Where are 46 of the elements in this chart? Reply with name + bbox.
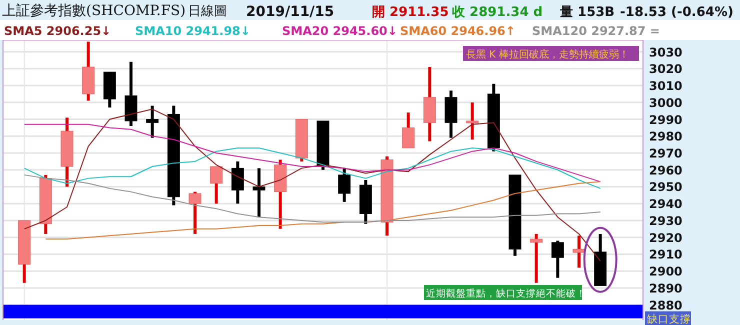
y-tick-label: 2960 — [649, 163, 682, 178]
line-series — [45, 181, 601, 240]
text: SMA20 2945.60↓ — [282, 24, 398, 38]
text: 收 2891.34 d — [452, 5, 543, 20]
text: SMA10 2941.98↓ — [135, 24, 250, 38]
line-series — [24, 147, 601, 189]
y-tick-label: 2900 — [649, 264, 682, 279]
candlestick — [146, 106, 159, 138]
y-tick-label: 3020 — [649, 62, 682, 76]
y-tick-label: 2930 — [649, 214, 682, 228]
y-tick-label: 2950 — [649, 180, 682, 194]
candlestick — [252, 168, 266, 218]
candlestick — [572, 236, 586, 268]
candlestick — [231, 161, 244, 204]
candlestick — [210, 166, 223, 204]
text: SMA5 2906.25↓ — [4, 24, 112, 38]
text: -18.53 (-0.64%) — [620, 5, 734, 20]
y-tick-label: 3010 — [649, 79, 682, 94]
y-tick-label: 2880 — [649, 298, 682, 312]
candlestick — [530, 234, 543, 283]
text: SMA60 2946.96↑ — [400, 24, 516, 38]
y-tick-label: 2990 — [649, 112, 682, 127]
y-tick-label: 2920 — [649, 230, 682, 245]
y-tick-label: 3030 — [649, 45, 682, 60]
candlestick — [551, 240, 564, 278]
annotation: 長黑 K 棒拉回破底，走勢持續疲弱！ — [466, 48, 629, 60]
candlestick — [338, 168, 351, 202]
chart-title: 上証參考指數(SHCOMP.FS) — [2, 3, 186, 19]
chart-subtitle: 日線圖 — [188, 4, 227, 19]
y-tick-label: 2890 — [649, 281, 682, 296]
line-series — [24, 124, 601, 182]
y-tick-label: 2910 — [649, 248, 682, 262]
text: 開 2911.35 — [372, 5, 449, 20]
candlestick — [466, 102, 479, 140]
text: 量 153B — [559, 5, 615, 20]
text: 2019/11/15 — [246, 4, 334, 20]
candlestick — [188, 192, 202, 234]
band-label: 缺口支撐 — [647, 312, 691, 325]
line-series — [24, 174, 601, 223]
annotation: 近期觀盤重點，缺口支撐絕不能破！ — [426, 288, 586, 300]
candlestick — [402, 112, 415, 148]
text: SMA120 2927.87 = — [532, 24, 660, 38]
y-tick-label: 2940 — [649, 197, 682, 212]
y-tick-label: 3000 — [649, 96, 682, 110]
y-tick-label: 2980 — [649, 130, 682, 144]
y-tick-label: 2970 — [649, 146, 682, 161]
